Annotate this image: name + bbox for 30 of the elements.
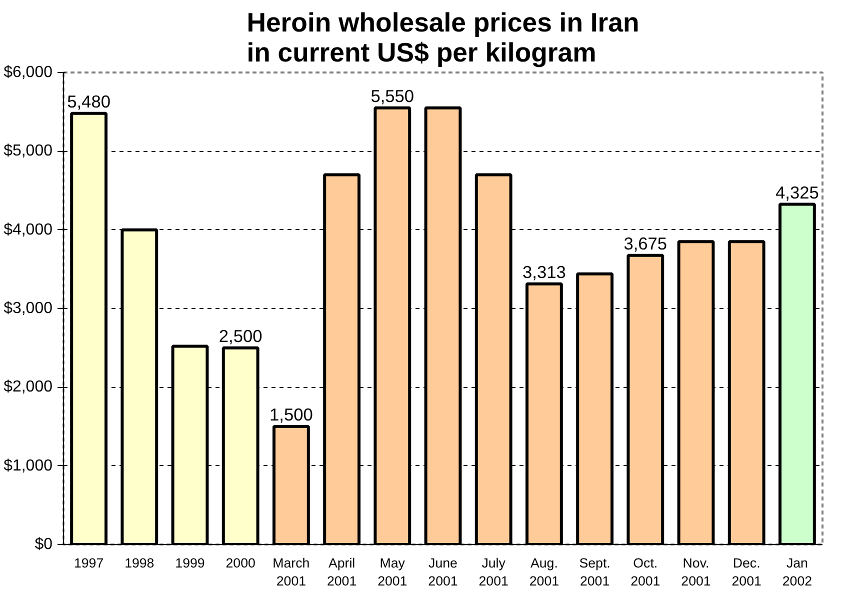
x-tick-label: Jan 2002	[782, 556, 812, 588]
x-tick-label: 1997	[74, 556, 104, 570]
data-label: 2,500	[218, 326, 262, 346]
x-tick-label: Oct. 2001	[630, 556, 660, 588]
chart-title: Heroin wholesale prices in Iran in current US$ per kilogram	[246, 8, 640, 68]
y-tick-label: $6,000	[4, 64, 53, 81]
x-tick-label: May 2001	[378, 556, 408, 588]
x-tick-label: 2000	[226, 556, 256, 570]
data-label: 5,480	[67, 91, 110, 112]
y-tick-label: $2,000	[4, 378, 53, 396]
x-tick-label: March 2001	[272, 556, 310, 588]
y-tick-label: $4,000	[4, 221, 53, 238]
x-tick-label: April 2001	[326, 556, 357, 588]
y-tick-label: $0	[34, 536, 53, 553]
data-label: 3,313	[522, 262, 566, 282]
x-tick-label: 1999	[175, 556, 205, 570]
y-tick-label: $3,000	[4, 300, 53, 317]
data-label: 3,675	[624, 233, 668, 254]
data-label: 1,500	[270, 404, 313, 424]
y-tick-label: $1,000	[4, 457, 53, 474]
x-tick-label: Nov. 2001	[681, 556, 711, 588]
x-tick-label: Sept. 2001	[579, 556, 610, 588]
x-tick-label: June 2001	[428, 556, 458, 588]
x-tick-label: Dec. 2001	[732, 556, 762, 588]
x-tick-label: July 2001	[478, 556, 508, 588]
x-tick-label: 1998	[124, 556, 154, 570]
y-tick-label: $5,000	[4, 142, 53, 160]
x-tick-label: Aug. 2001	[529, 556, 560, 588]
data-label: 4,325	[776, 182, 819, 202]
data-label: 5,550	[370, 86, 414, 106]
